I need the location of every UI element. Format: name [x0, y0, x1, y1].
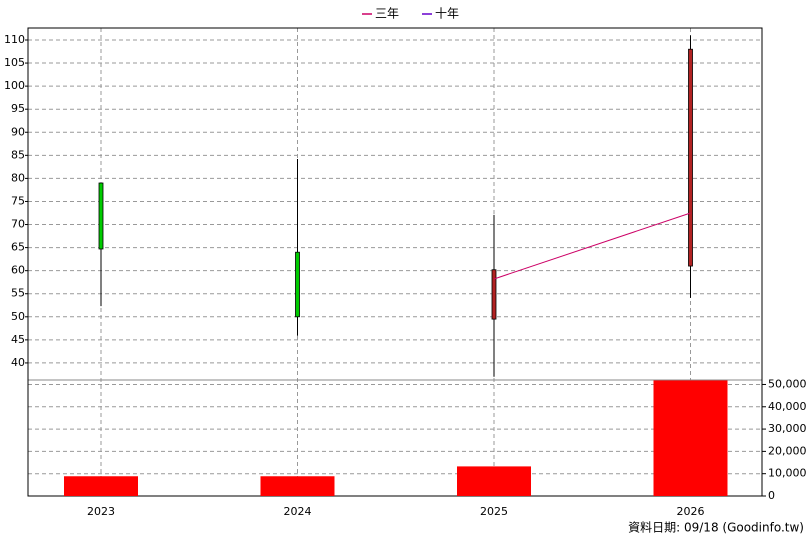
y-tick-label: 55: [11, 287, 25, 300]
source-note: 資料日期: 09/18 (Goodinfo.tw): [628, 521, 804, 535]
y-tick-label: 40: [11, 356, 25, 369]
y-tick-label: 75: [11, 194, 25, 207]
y2-tick-label: 40,000: [768, 400, 807, 413]
x-tick-label: 2024: [284, 505, 312, 518]
y-tick-label: 105: [4, 56, 25, 69]
y-tick-label: 65: [11, 241, 25, 254]
candle-body: [688, 48, 693, 267]
y2-tick-label: 30,000: [768, 422, 807, 435]
volume-bar: [653, 380, 728, 496]
y-tick-label: 60: [11, 264, 25, 277]
candle-body: [491, 269, 497, 320]
ma-line: [493, 212, 691, 280]
volume-bar: [457, 466, 531, 496]
y2-tick-label: 0: [768, 489, 775, 502]
y-tick-label: 110: [4, 33, 25, 46]
y-tick-label: 95: [11, 102, 25, 115]
y-tick-label: 80: [11, 171, 25, 184]
y-tick-label: 90: [11, 125, 25, 138]
legend-label: 十年: [435, 7, 459, 21]
x-tick-label: 2025: [480, 505, 508, 518]
y-tick-label: 45: [11, 333, 25, 346]
y-tick-label: 100: [4, 79, 25, 92]
y2-tick-label: 10,000: [768, 467, 807, 480]
candle-body: [295, 251, 300, 318]
x-tick-label: 2023: [87, 505, 115, 518]
candle-body: [98, 182, 104, 250]
volume-bar: [260, 476, 335, 496]
volume-bar: [64, 476, 138, 496]
y2-tick-label: 50,000: [768, 377, 807, 390]
y-tick-label: 70: [11, 218, 25, 231]
x-tick-label: 2026: [677, 505, 705, 518]
y-tick-label: 85: [11, 148, 25, 161]
y2-tick-label: 20,000: [768, 444, 807, 457]
y-tick-label: 50: [11, 310, 25, 323]
plot-frame: [27, 27, 763, 497]
legend-label: 三年: [375, 7, 399, 21]
